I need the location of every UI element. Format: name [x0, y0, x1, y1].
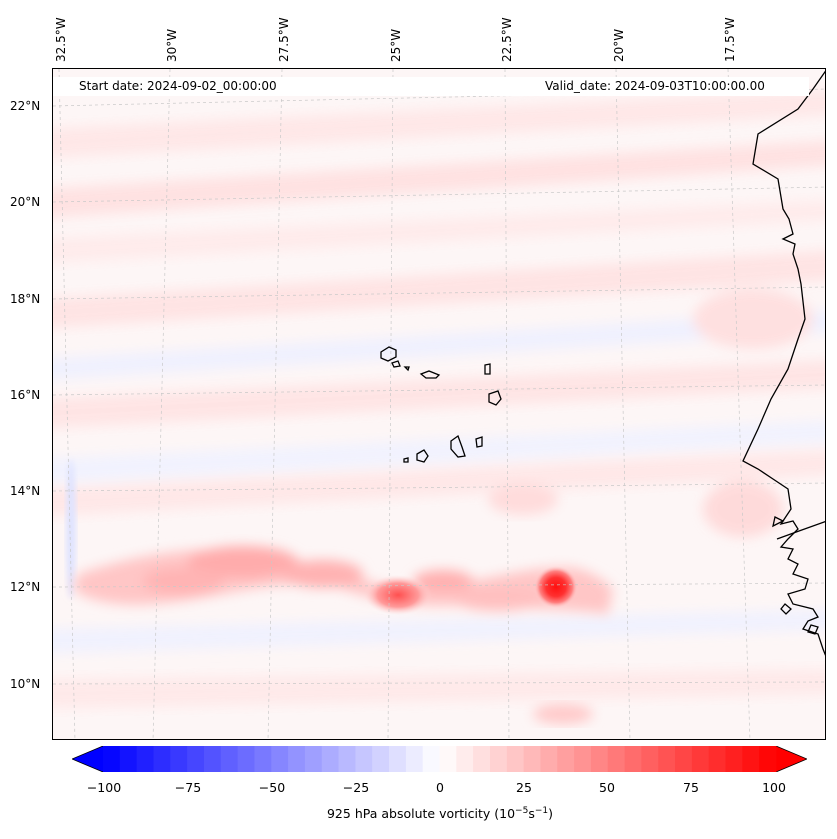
colorbar-step	[708, 746, 727, 772]
lat-label-12n: 12°N	[10, 580, 41, 594]
colorbar-tick: −50	[258, 780, 286, 795]
negative-vorticity-strip	[66, 459, 76, 599]
colorbar-step	[237, 746, 255, 772]
colorbar-step	[557, 746, 575, 772]
colorbar-extend-min	[72, 746, 103, 772]
colorbar-step	[170, 746, 188, 772]
colorbar-step	[540, 746, 558, 772]
vorticity-map	[52, 68, 826, 740]
lon-label-27-5w: 27.5°W	[277, 17, 291, 62]
background-vorticity-streaks	[53, 90, 825, 709]
colorbar-tick: 25	[516, 780, 532, 795]
valid-date-label: Valid_date: 2024-09-03T10:00:00.00	[545, 79, 765, 93]
island-sao-nicolau	[419, 370, 441, 379]
lon-label-22-5w: 22.5°W	[500, 17, 514, 62]
colorbar-step	[489, 746, 508, 772]
colorbar-step	[220, 746, 239, 772]
colorbar-step	[473, 746, 491, 772]
west-africa-coastline	[742, 70, 825, 656]
colorbar-step	[389, 746, 407, 772]
colorbar-step	[641, 746, 659, 772]
colorbar-step	[338, 746, 356, 772]
island-fogo	[416, 449, 429, 463]
colorbar-label: 925 hPa absolute vorticity (10−5s−1)	[326, 806, 553, 822]
colorbar-step	[675, 746, 693, 772]
positive-vorticity-band	[73, 546, 613, 614]
colorbar-step	[523, 746, 541, 772]
colorbar-step	[203, 746, 222, 772]
colorbar-tick: 0	[436, 780, 444, 795]
lat-label-14n: 14°N	[10, 484, 41, 498]
island-maio	[475, 436, 483, 448]
lon-label-30w: 30°W	[165, 28, 179, 62]
cape-verde-islands	[380, 346, 502, 463]
secondary-vorticity-maximum	[364, 575, 432, 615]
lat-label-18n: 18°N	[10, 292, 41, 306]
colorbar-step	[658, 746, 676, 772]
lat-label-22n: 22°N	[10, 99, 41, 113]
colorbar-step	[574, 746, 592, 772]
colorbar-step	[254, 746, 272, 772]
lon-label-17-5w: 17.5°W	[723, 17, 737, 62]
start-date-label: Start date: 2024-09-02_00:00:00	[79, 79, 277, 93]
colorbar-step	[607, 746, 626, 772]
colorbar-step	[506, 746, 525, 772]
colorbar-step	[439, 746, 457, 772]
lat-label-10n: 10°N	[10, 677, 41, 691]
colorbar-tick: −75	[174, 780, 202, 795]
colorbar-tick: 75	[683, 780, 699, 795]
island-santiago	[450, 434, 466, 458]
colorbar-tick: −100	[86, 780, 122, 795]
colorbar-step	[103, 746, 121, 772]
colorbar-steps	[103, 746, 777, 772]
lat-label-16n: 16°N	[10, 388, 41, 402]
colorbar-step	[304, 746, 323, 772]
colorbar-step	[759, 746, 777, 772]
colorbar-extend-max	[776, 746, 807, 772]
colorbar	[72, 746, 807, 772]
colorbar-step	[119, 746, 138, 772]
colorbar-step	[456, 746, 474, 772]
primary-vorticity-maximum	[534, 566, 578, 608]
island-santa-luzia	[403, 366, 410, 372]
colorbar-step	[624, 746, 642, 772]
header-background	[53, 77, 809, 96]
colorbar-step	[136, 746, 154, 772]
colorbar-step	[742, 746, 760, 772]
colorbar-step	[691, 746, 710, 772]
map-canvas	[53, 69, 825, 739]
lon-label-20w: 20°W	[612, 28, 626, 62]
lon-label-32-5w: 32.5°W	[54, 17, 68, 62]
island-santo-antao	[380, 346, 397, 362]
colorbar-step	[153, 746, 171, 772]
colorbar-step	[372, 746, 390, 772]
island-boa-vista	[488, 390, 502, 406]
colorbar-step	[321, 746, 340, 772]
colorbar-tick: −25	[342, 780, 370, 795]
colorbar-step	[590, 746, 609, 772]
colorbar-step	[288, 746, 306, 772]
island-sao-vicente	[391, 360, 401, 368]
colorbar-step	[271, 746, 289, 772]
island-sal	[484, 363, 491, 375]
lon-label-25w: 25°W	[389, 28, 403, 62]
colorbar-step	[355, 746, 373, 772]
colorbar-step	[725, 746, 743, 772]
colorbar-tick: 50	[599, 780, 615, 795]
colorbar-step	[405, 746, 424, 772]
graticule	[53, 69, 825, 739]
island-brava	[403, 457, 409, 463]
colorbar-step	[187, 746, 205, 772]
lat-label-20n: 20°N	[10, 195, 41, 209]
colorbar-step	[422, 746, 440, 772]
colorbar-tick: 100	[762, 780, 786, 795]
